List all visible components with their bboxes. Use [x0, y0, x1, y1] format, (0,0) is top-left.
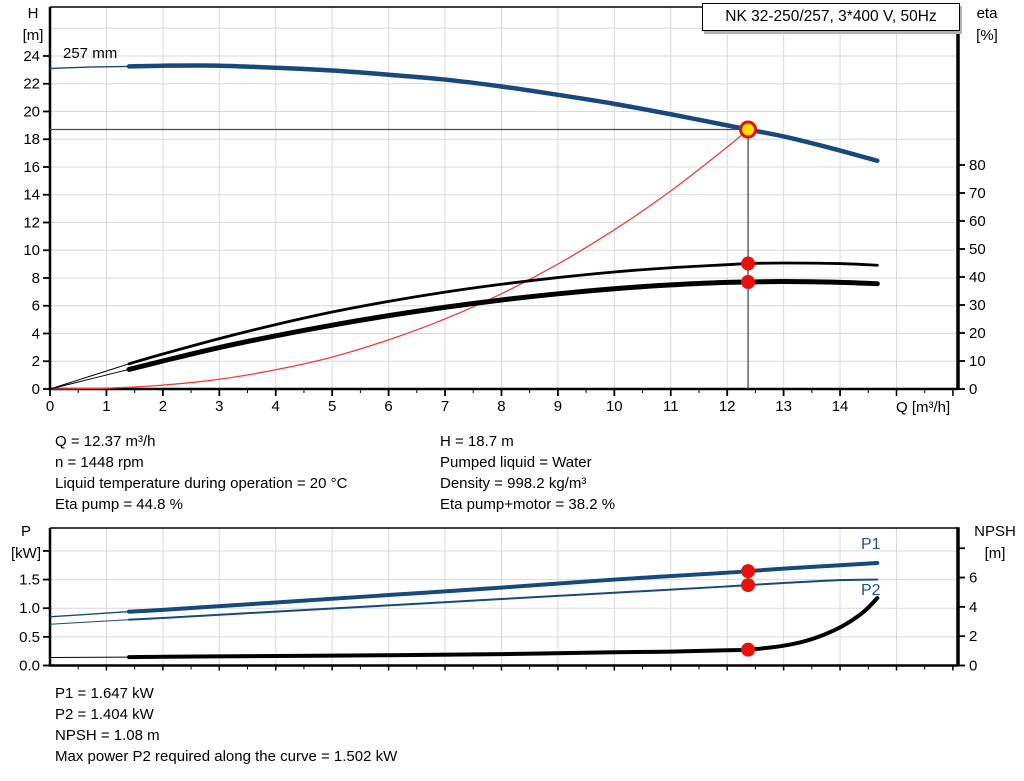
info-line: Pumped liquid = Water — [440, 454, 592, 471]
impeller-diameter-label: 257 mm — [63, 45, 118, 62]
svg-text:8: 8 — [497, 398, 505, 415]
svg-text:5: 5 — [328, 398, 336, 415]
info-line: Liquid temperature during operation = 20… — [55, 475, 348, 492]
svg-text:16: 16 — [23, 159, 40, 176]
svg-text:10: 10 — [969, 353, 986, 370]
svg-text:6: 6 — [384, 398, 392, 415]
svg-text:7: 7 — [441, 398, 449, 415]
svg-text:6: 6 — [32, 298, 40, 315]
svg-text:0: 0 — [32, 381, 40, 398]
eta-pump — [127, 261, 879, 366]
npsh-axis-symbol: NPSH — [974, 523, 1016, 540]
p2-curve-label: P2 — [861, 582, 881, 599]
head-curve — [126, 63, 880, 163]
operating-data-right: H = 18.7 m Pumped liquid = Water Density… — [440, 431, 615, 515]
svg-text:70: 70 — [969, 185, 986, 202]
svg-text:8: 8 — [32, 270, 40, 287]
npsh-curve — [127, 596, 880, 660]
svg-text:12: 12 — [719, 398, 736, 415]
svg-text:1: 1 — [102, 398, 110, 415]
svg-text:11: 11 — [663, 398, 679, 415]
eta-axis-symbol: eta — [976, 5, 998, 22]
p2-power-lead-in — [49, 619, 130, 625]
svg-text:80: 80 — [969, 157, 986, 174]
svg-text:4: 4 — [32, 325, 40, 342]
svg-text:18: 18 — [23, 131, 40, 148]
svg-text:2: 2 — [969, 628, 977, 645]
svg-text:4: 4 — [969, 599, 977, 616]
duty-point-marker[interactable] — [739, 120, 758, 139]
svg-text:0.0: 0.0 — [19, 658, 40, 675]
pump-title-box: NK 32-250/257, 3*400 V, 50Hz — [702, 3, 960, 31]
h-axis-symbol: H — [27, 5, 39, 22]
power-npsh-chart: 0.0 0.5 1.0 1.5 0 2 4 6 — [19, 527, 977, 675]
svg-text:20: 20 — [23, 103, 40, 120]
hq-chart: 0 1 2 3 4 5 6 7 8 9 10 11 12 13 1402468101214161820222… — [23, 6, 986, 415]
eta-pump-lead-in — [49, 363, 130, 390]
eta-pump-motor — [126, 278, 880, 372]
svg-text:2: 2 — [159, 398, 167, 415]
series-value-dot — [741, 256, 756, 271]
svg-text:3: 3 — [215, 398, 223, 415]
svg-text:10: 10 — [606, 398, 623, 415]
svg-text:10: 10 — [23, 242, 40, 259]
p-axis-unit: [kW] — [11, 545, 41, 562]
svg-text:24: 24 — [23, 48, 40, 65]
svg-text:13: 13 — [775, 398, 792, 415]
info-line: P2 = 1.404 kW — [55, 706, 154, 723]
eta-axis-unit: [%] — [976, 27, 998, 44]
info-line: Density = 998.2 kg/m³ — [440, 475, 587, 492]
info-line: n = 1448 rpm — [55, 454, 144, 471]
info-line: Eta pump = 44.8 % — [55, 496, 183, 513]
svg-text:30: 30 — [969, 297, 986, 314]
svg-text:1.0: 1.0 — [19, 600, 40, 617]
info-line: Eta pump+motor = 38.2 % — [440, 496, 616, 513]
info-line: NPSH = 1.08 m — [55, 727, 160, 744]
h-axis-unit: [m] — [22, 27, 44, 44]
svg-text:50: 50 — [969, 241, 986, 258]
svg-text:22: 22 — [23, 76, 40, 93]
q-axis-label: Q [m³/h] — [896, 399, 951, 416]
npsh-axis-unit: [m] — [984, 545, 1006, 562]
eta-pump-motor-lead-in — [49, 368, 130, 390]
info-line: Q = 12.37 m³/h — [55, 433, 156, 450]
power-data: P1 = 1.647 kW P2 = 1.404 kW NPSH = 1.08 … — [55, 683, 397, 767]
svg-text:40: 40 — [969, 269, 986, 286]
svg-text:0: 0 — [46, 398, 54, 415]
svg-text:14: 14 — [23, 187, 40, 204]
svg-text:9: 9 — [554, 398, 562, 415]
svg-text:6: 6 — [969, 570, 977, 587]
info-line: Max power P2 required along the curve = … — [55, 748, 398, 765]
operating-data-left: Q = 12.37 m³/h n = 1448 rpm Liquid tempe… — [55, 431, 347, 515]
series-value-dot — [741, 578, 756, 593]
pump-title: NK 32-250/257, 3*400 V, 50Hz — [725, 8, 937, 25]
svg-text:14: 14 — [832, 398, 849, 415]
series-value-dot — [741, 642, 756, 657]
svg-text:2: 2 — [32, 353, 40, 370]
series-value-dot — [741, 275, 756, 290]
svg-text:1.5: 1.5 — [19, 572, 40, 589]
info-line: H = 18.7 m — [440, 433, 514, 450]
p-axis-symbol: P — [20, 523, 31, 540]
p2-power — [128, 578, 879, 621]
svg-text:4: 4 — [272, 398, 280, 415]
svg-text:0: 0 — [969, 381, 977, 398]
p1-power-lead-in — [49, 610, 130, 618]
svg-text:20: 20 — [969, 325, 986, 342]
p1-power — [127, 560, 880, 614]
system-curve — [49, 129, 749, 390]
p1-curve-label: P1 — [861, 536, 881, 553]
svg-text:0: 0 — [969, 658, 977, 675]
svg-text:0.5: 0.5 — [19, 629, 40, 646]
series-value-dot — [741, 564, 756, 579]
svg-text:60: 60 — [969, 213, 986, 230]
info-line: P1 = 1.647 kW — [55, 685, 154, 702]
svg-text:12: 12 — [23, 214, 40, 231]
head-curve-lead-in — [49, 65, 130, 70]
